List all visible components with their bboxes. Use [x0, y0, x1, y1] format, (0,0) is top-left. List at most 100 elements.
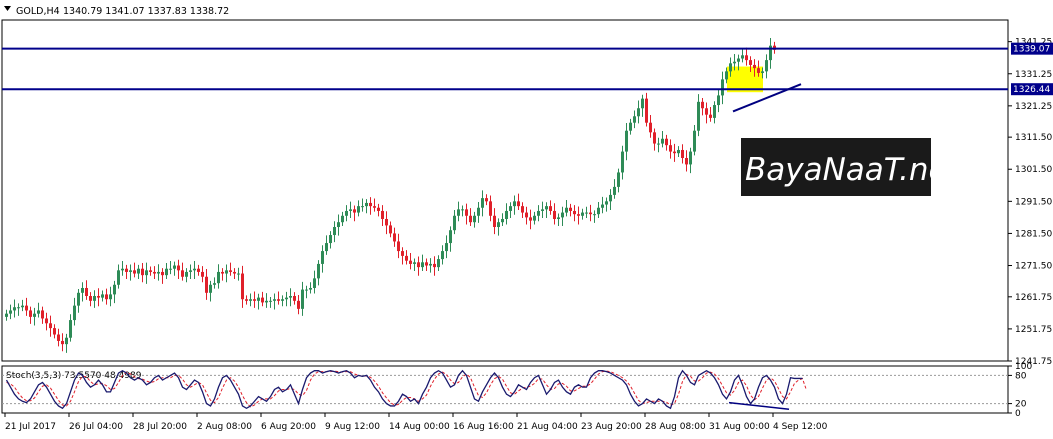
candle-body	[185, 271, 188, 277]
candle-body	[501, 218, 504, 223]
candle-body	[561, 212, 564, 218]
candle-body	[257, 297, 260, 301]
candle-body	[245, 299, 248, 301]
candle-body	[13, 307, 16, 311]
main-pane: 1341.251331.251321.251311.501301.501291.…	[1, 19, 1053, 367]
x-axis: 21 Jul 2017 26 Jul 04:00 28 Jul 20:00 2 Aug…	[4, 413, 828, 432]
candle-body	[405, 255, 408, 261]
candle-body	[317, 263, 320, 279]
candle-body	[753, 64, 756, 69]
candle-body	[381, 210, 384, 219]
candle-body	[609, 194, 612, 202]
candle-body	[189, 270, 192, 272]
candle-body	[289, 296, 292, 298]
candle-body	[709, 114, 712, 118]
price-pane-frame	[1, 19, 1009, 362]
candle-body	[633, 116, 636, 123]
candle-body	[489, 201, 492, 216]
candle-body	[457, 209, 460, 216]
candle-body	[497, 222, 500, 228]
candle-body	[653, 132, 656, 144]
candle-body	[657, 143, 660, 145]
candle-body	[273, 299, 276, 301]
x-tick-label: 14 Aug 00:00	[389, 422, 450, 432]
candle-body	[717, 95, 720, 106]
stoch-y-tick-label: 100	[1015, 362, 1032, 372]
candle-body	[697, 101, 700, 131]
candle-body	[141, 268, 144, 276]
candle-body	[677, 149, 680, 154]
candle-body	[737, 58, 740, 62]
candle-body	[549, 206, 552, 211]
candle-body	[469, 215, 472, 223]
candle-body	[445, 243, 448, 252]
candle-body	[701, 101, 704, 109]
candle-body	[509, 206, 512, 211]
x-tick-label: 26 Jul 04:00	[69, 422, 123, 432]
candle-body	[333, 227, 336, 236]
candle-body	[401, 251, 404, 256]
candle-body	[425, 262, 428, 266]
watermark-text: BayaNaaT.net	[745, 152, 962, 188]
candle-body	[169, 268, 172, 270]
candle-body	[397, 241, 400, 252]
candle-body	[173, 265, 176, 269]
candle-body	[741, 55, 744, 59]
candle-body	[41, 310, 44, 319]
candle-body	[33, 313, 36, 317]
candle-body	[129, 270, 132, 272]
candle-body	[369, 202, 372, 207]
candle-body	[629, 122, 632, 131]
candle-body	[665, 138, 668, 146]
candle-body	[281, 299, 284, 301]
candle-body	[297, 300, 300, 309]
candle-body	[229, 270, 232, 272]
candle-body	[597, 207, 600, 215]
candle-body	[545, 206, 548, 210]
candle-body	[537, 210, 540, 216]
candle-body	[193, 268, 196, 271]
x-tick-label: 23 Aug 20:00	[581, 422, 642, 432]
candle-body	[681, 149, 684, 159]
x-tick-label: 31 Aug 00:00	[709, 422, 770, 432]
candle-body	[529, 217, 532, 221]
candle-body	[89, 296, 92, 301]
candle-body	[21, 305, 24, 308]
candle-body	[101, 294, 104, 298]
candle-body	[573, 210, 576, 215]
candle-body	[313, 278, 316, 288]
stoch-label: Stoch(3,5,3) 73.5570 48.4989	[6, 371, 142, 381]
candle-body	[269, 300, 272, 302]
candle-body	[409, 260, 412, 264]
collapse-triangle-icon[interactable]	[4, 6, 11, 11]
candle-body	[705, 108, 708, 115]
stoch-main-line	[5, 369, 803, 410]
candle-body	[589, 212, 592, 215]
x-tick-label: 16 Aug 16:00	[453, 422, 514, 432]
candle-body	[241, 273, 244, 300]
candle-body	[713, 105, 716, 118]
candle-body	[437, 259, 440, 268]
candle-body	[641, 98, 644, 109]
candle-body	[221, 271, 224, 274]
candle-body	[685, 158, 688, 165]
candle-body	[325, 243, 328, 252]
candle-body	[569, 207, 572, 211]
price-y-tick-label: 1251.75	[1015, 325, 1052, 335]
candle-body	[157, 271, 160, 274]
candle-body	[749, 60, 752, 65]
candle-body	[673, 151, 676, 154]
candle-body	[285, 297, 288, 300]
candle-body	[69, 320, 72, 338]
candle-body	[213, 283, 216, 285]
candle-body	[53, 328, 56, 335]
price-y-tick-label: 1241.75	[1015, 357, 1052, 367]
candle-body	[205, 276, 208, 293]
candle-body	[481, 198, 484, 208]
candle-body	[761, 71, 764, 73]
price-y-tick-label: 1301.50	[1015, 165, 1052, 175]
candle-body	[617, 172, 620, 187]
candle-body	[433, 263, 436, 268]
candle-body	[109, 294, 112, 300]
